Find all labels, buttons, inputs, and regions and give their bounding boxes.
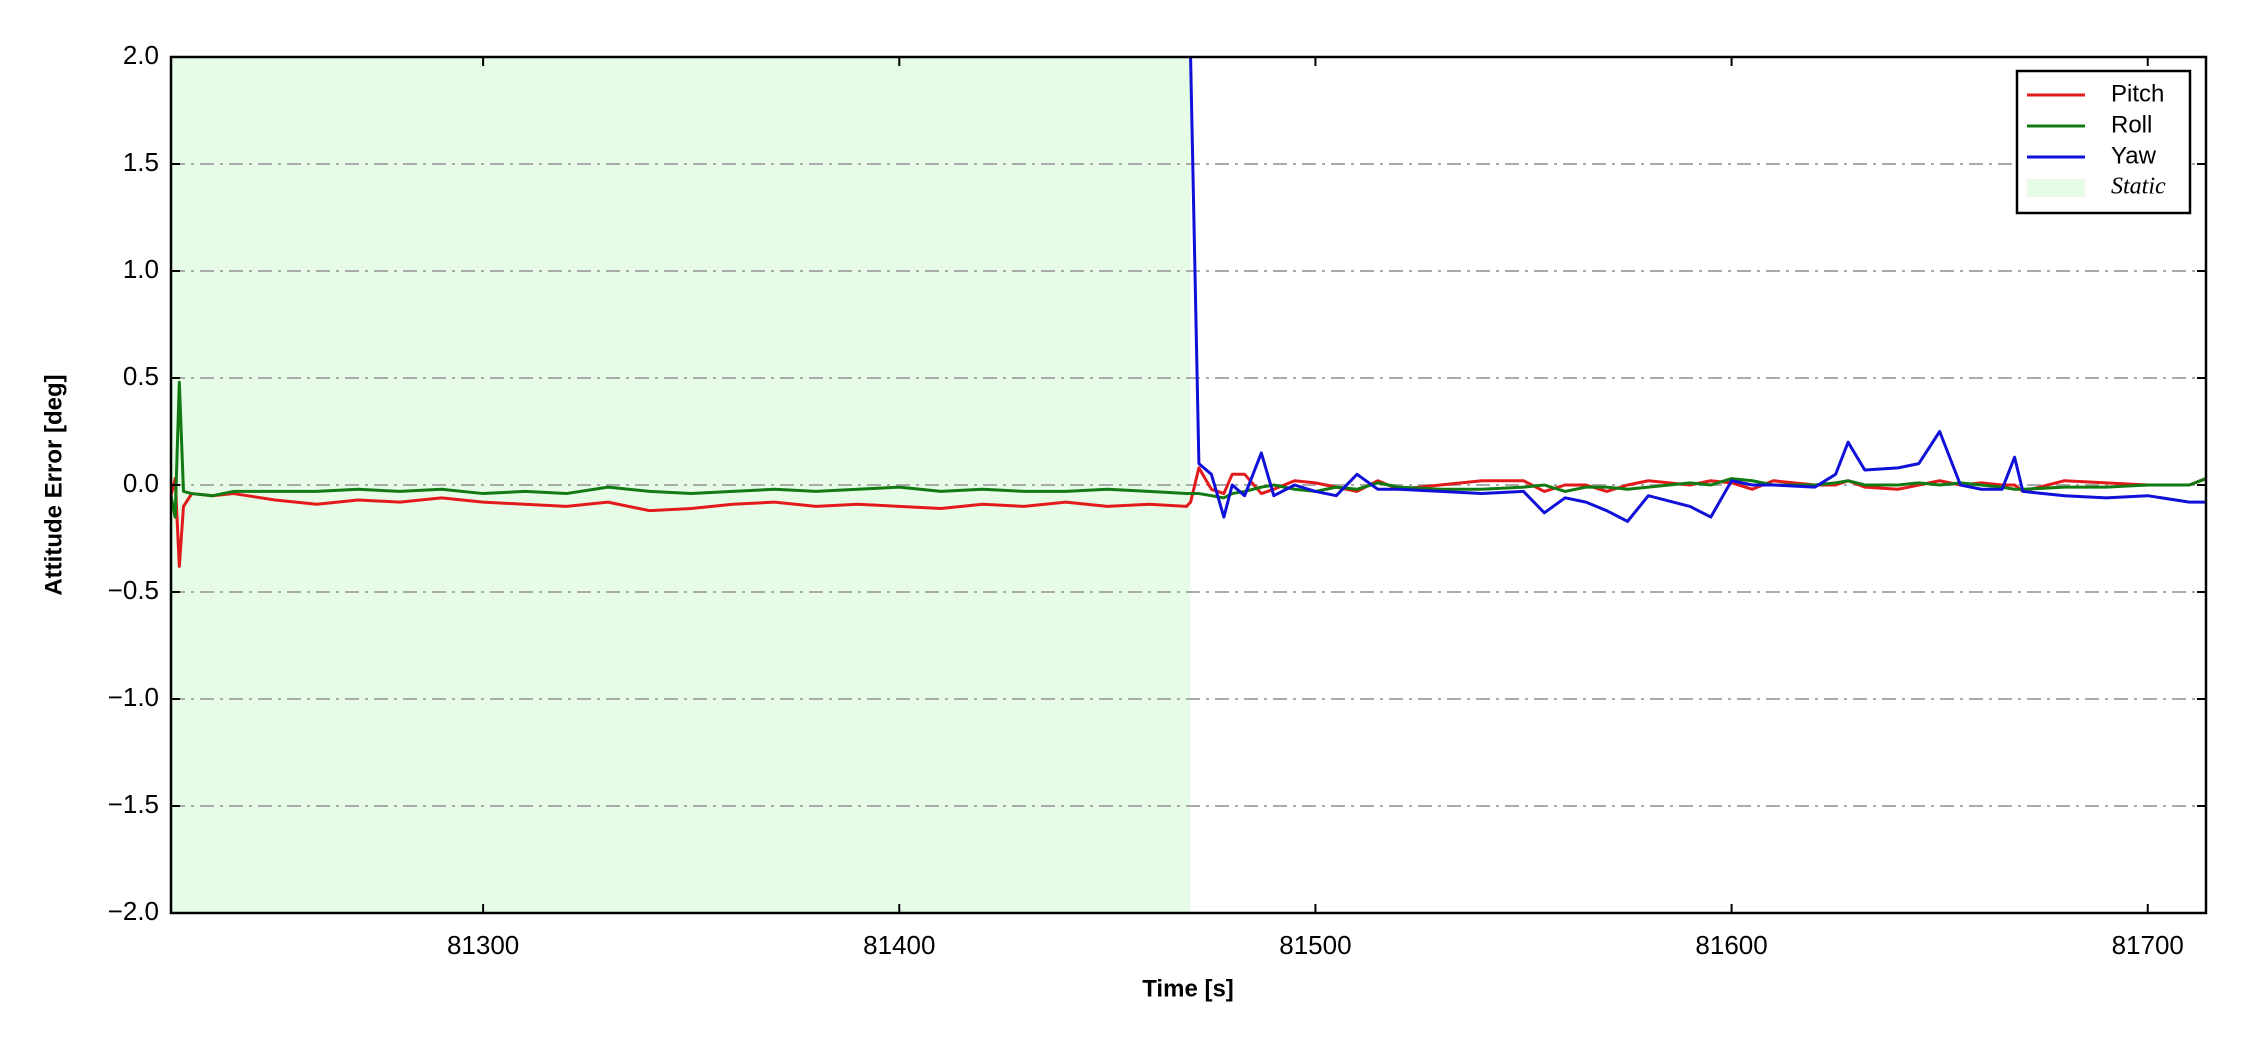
- y-tick-label: 0.5: [123, 361, 159, 391]
- series-line: [171, 380, 2206, 519]
- x-axis-label: Time [s]: [1142, 975, 1234, 1002]
- legend-label: Roll: [2111, 111, 2152, 138]
- y-tick-label: −2.0: [108, 896, 159, 926]
- y-tick-label: −1.5: [108, 789, 159, 819]
- legend: Pitch Roll Yaw Static: [2015, 69, 2192, 215]
- x-tick-label: 81400: [863, 930, 935, 960]
- y-tick-label: 2.0: [123, 40, 159, 70]
- legend-label: Pitch: [2111, 80, 2164, 107]
- x-tick-label: 81500: [1279, 930, 1351, 960]
- x-tick-label: 81300: [447, 930, 519, 960]
- y-tick-label: −0.5: [108, 575, 159, 605]
- legend-label: Static: [2111, 174, 2166, 200]
- legend-swatch: [2027, 179, 2085, 197]
- y-tick-label: 1.0: [123, 254, 159, 284]
- y-tick-label: −1.0: [108, 682, 159, 712]
- x-tick-label: 81600: [1695, 930, 1767, 960]
- x-tick-label: 81700: [2112, 930, 2184, 960]
- series-line: [1189, 57, 2206, 523]
- plot-lines: [171, 57, 2206, 568]
- series-line: [171, 466, 2206, 568]
- y-axis-label: Attitude Error [deg]: [40, 374, 67, 595]
- legend-label: Yaw: [2111, 142, 2157, 169]
- y-tick-label: 0.0: [123, 468, 159, 498]
- y-tick-label: 1.5: [123, 147, 159, 177]
